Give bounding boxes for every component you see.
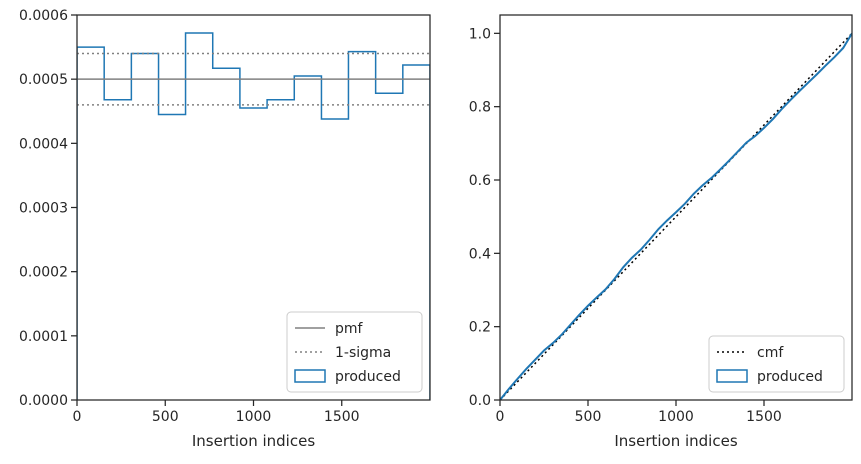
x-axis-label: Insertion indices: [614, 432, 737, 450]
x-tick-label: 1500: [746, 409, 782, 425]
legend-swatch-produced: [294, 369, 326, 383]
legend-label-1-sigma: 1-sigma: [335, 345, 391, 361]
y-tick-label: 0.0003: [19, 201, 68, 217]
legend-frame: [708, 335, 845, 393]
x-tick-label: 1000: [658, 409, 694, 425]
x-tick-label: 0: [73, 409, 82, 425]
right-chart-cmf: 0 500 1000 1500 0.0 0.2 0.4 0.6 0.8 1.0 Insertion …: [469, 14, 853, 450]
legend: pmf 1-sigma produced: [286, 311, 423, 393]
y-tick-label: 0.0: [469, 393, 491, 409]
y-tick-label: 0.0000: [19, 393, 68, 409]
y-tick-label: 0.8: [469, 100, 491, 116]
legend-label-pmf: pmf: [335, 321, 364, 337]
plot-marks: [77, 32, 430, 400]
legend: cmf produced: [708, 335, 845, 393]
y-tick-label: 0.0004: [19, 136, 68, 152]
legend-swatch-produced: [716, 369, 748, 383]
x-tick-label: 1500: [324, 409, 360, 425]
y-tick-label: 0.6: [469, 173, 491, 189]
y-tick-label: 1.0: [469, 26, 491, 42]
y-tick-label: 0.0002: [19, 265, 68, 281]
y-tick-label: 0.0006: [19, 8, 68, 24]
y-tick-label: 0.0005: [19, 72, 68, 88]
y-tick-label: 0.4: [469, 246, 491, 262]
plot-marks: [500, 32, 852, 400]
legend-label-cmf: cmf: [757, 345, 784, 361]
x-tick-label: 0: [496, 409, 505, 425]
x-axis-label: Insertion indices: [192, 432, 315, 450]
produced-histogram-step: [77, 32, 430, 400]
x-tick-label: 500: [575, 409, 602, 425]
y-tick-label: 0.2: [469, 320, 491, 336]
x-tick-label: 1000: [236, 409, 272, 425]
legend-label-produced: produced: [335, 369, 401, 385]
produced-line: [500, 32, 852, 400]
legend-frame: [286, 311, 423, 393]
legend-label-produced: produced: [757, 369, 823, 385]
left-chart-pmf-histogram: 0 500 1000 1500 0.0000 0.0001 0.0002 0.0003 0.00…: [19, 8, 431, 450]
x-tick-label: 500: [152, 409, 179, 425]
y-tick-label: 0.0001: [19, 329, 68, 345]
